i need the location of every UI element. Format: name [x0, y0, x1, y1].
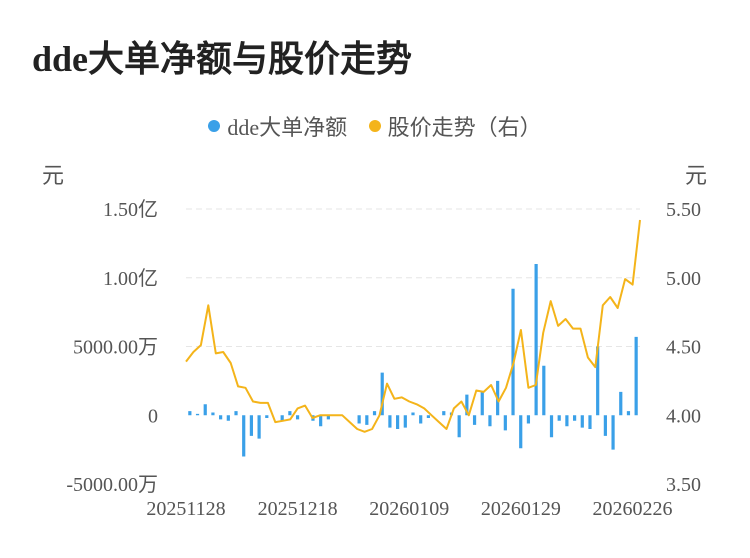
left-tick-label: -5000.00万: [66, 474, 158, 496]
x-tick-label: 20260109: [369, 498, 449, 520]
right-tick-label: 5.50: [666, 199, 701, 221]
dde-bar: [372, 411, 377, 416]
dde-bar: [488, 415, 492, 427]
dde-bar: [565, 415, 569, 427]
dde-bar: [219, 415, 223, 420]
dde-bar: [465, 394, 469, 416]
dde-bar: [295, 415, 300, 420]
x-tick-label: 20251128: [146, 498, 225, 520]
dde-bar: [396, 415, 400, 429]
dde-bar: [572, 415, 577, 421]
dde-bar: [326, 415, 330, 420]
right-tick-label: 4.50: [666, 337, 701, 359]
dde-bar: [603, 415, 607, 436]
left-axis-unit: 元: [42, 163, 65, 188]
dde-bar: [619, 391, 623, 416]
dde-bar: [365, 415, 369, 425]
dde-bar: [626, 411, 631, 416]
dde-bar: [288, 411, 292, 416]
dde-bar: [634, 336, 638, 416]
dde-bar: [534, 264, 538, 416]
dde-bar: [503, 415, 507, 431]
dde-bar: [611, 415, 615, 450]
dde-bar: [511, 288, 515, 416]
dde-bar: [203, 404, 207, 416]
dde-bar: [319, 415, 323, 427]
legend-item-dde[interactable]: dde大单净额: [208, 110, 347, 142]
dde-bar: [265, 415, 269, 418]
dde-bar: [549, 415, 554, 438]
dde-bar: [480, 391, 484, 416]
legend-label-dde: dde大单净额: [227, 115, 348, 140]
dde-bar: [457, 415, 461, 438]
dde-bar: [411, 412, 415, 416]
dde-bar: [426, 415, 430, 418]
dde-bar: [226, 415, 230, 421]
dde-bar: [242, 415, 246, 457]
x-tick-label: 20260129: [481, 498, 561, 520]
dde-bar: [388, 415, 392, 428]
right-tick-label: 4.00: [666, 405, 701, 427]
legend-dot-price: [368, 120, 381, 132]
legend-dot-dde: [208, 120, 221, 132]
dde-bar: [249, 415, 254, 436]
dde-bar: [280, 415, 284, 421]
dde-bar: [526, 415, 531, 424]
dde-bar: [519, 415, 523, 449]
chart-title: dde大单净额与股价走势: [32, 39, 413, 79]
dde-bar: [188, 411, 192, 416]
dde-bar: [580, 415, 584, 428]
x-tick-label: 20251218: [258, 498, 338, 520]
dde-bar: [588, 415, 592, 429]
dde-bar: [542, 365, 546, 416]
legend-label-price: 股价走势（右）: [387, 115, 542, 140]
dde-bar: [357, 415, 361, 424]
legend: dde大单净额 股价走势（右）: [0, 110, 750, 142]
right-tick-label: 5.00: [666, 268, 701, 290]
x-tick-label: 20260226: [593, 498, 673, 520]
dde-bar: [380, 372, 384, 416]
legend-item-price[interactable]: 股价走势（右）: [368, 110, 542, 142]
dde-bar: [596, 346, 600, 416]
right-tick-label: 3.50: [666, 474, 701, 496]
dde-bar: [442, 411, 446, 416]
dde-bar: [195, 413, 200, 416]
dde-bar: [557, 415, 561, 421]
dde-bar: [403, 415, 407, 428]
dde-bar: [211, 412, 215, 416]
dde-bar: [419, 415, 423, 424]
dde-bar: [472, 415, 477, 425]
price-line: [185, 219, 641, 433]
left-tick-label: 0: [148, 405, 158, 427]
left-tick-label: 1.50亿: [103, 198, 158, 221]
dde-bar: [234, 411, 238, 416]
left-tick-label: 5000.00万: [73, 337, 158, 359]
dde-bar: [257, 415, 261, 439]
right-axis-unit: 元: [685, 163, 708, 188]
left-tick-label: 1.00亿: [103, 267, 158, 290]
